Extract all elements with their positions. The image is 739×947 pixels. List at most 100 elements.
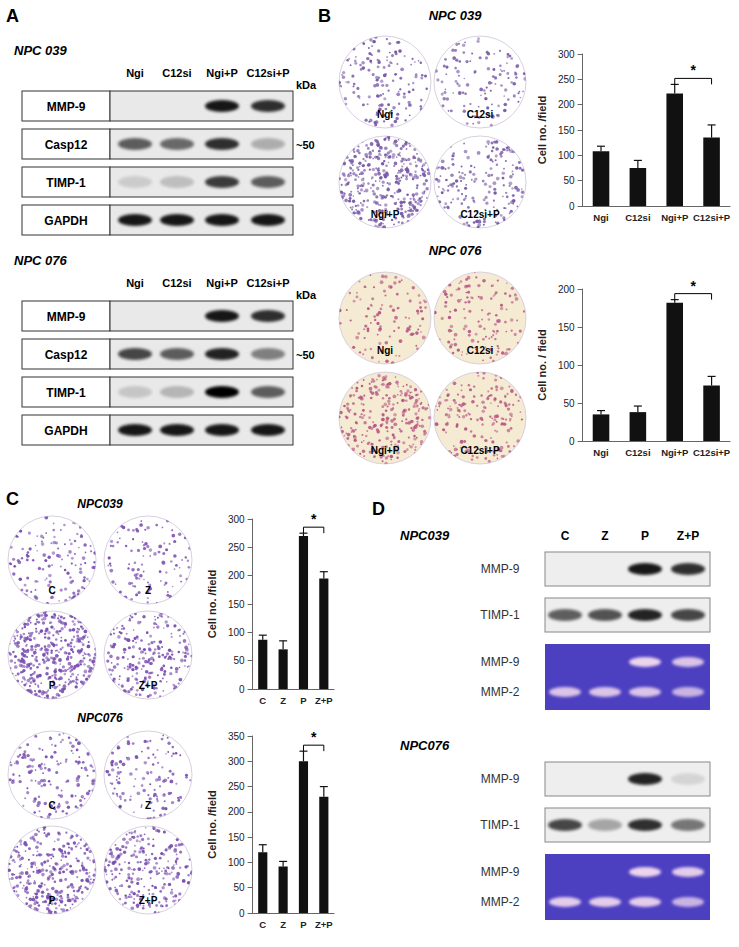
svg-text:C12si: C12si <box>625 212 650 223</box>
svg-text:150: 150 <box>228 832 245 843</box>
svg-text:C: C <box>561 529 570 543</box>
svg-text:250: 250 <box>228 542 245 553</box>
svg-text:Z: Z <box>145 800 151 811</box>
svg-text:Z: Z <box>601 529 608 543</box>
svg-text:TIMP-1: TIMP-1 <box>46 176 86 190</box>
svg-text:Cell no. / field: Cell no. / field <box>536 329 548 401</box>
svg-text:NPC 039: NPC 039 <box>14 43 68 58</box>
svg-text:P: P <box>641 529 649 543</box>
svg-text:Ngi+P: Ngi+P <box>371 209 400 220</box>
svg-text:Ngi: Ngi <box>593 212 608 223</box>
svg-text:100: 100 <box>228 627 245 638</box>
svg-text:C: C <box>259 919 266 930</box>
svg-text:Z+P: Z+P <box>139 680 158 691</box>
svg-text:C12si: C12si <box>162 67 191 79</box>
svg-text:C12si+P: C12si+P <box>693 212 731 223</box>
svg-text:NPC076: NPC076 <box>77 711 123 725</box>
svg-text:A: A <box>6 6 19 26</box>
svg-text:*: * <box>690 62 696 78</box>
svg-text:NPC 076: NPC 076 <box>429 243 483 258</box>
svg-text:150: 150 <box>558 125 575 136</box>
svg-text:D: D <box>372 499 385 519</box>
svg-text:GAPDH: GAPDH <box>44 214 87 228</box>
svg-text:C12si: C12si <box>625 447 650 458</box>
svg-text:0: 0 <box>569 201 575 212</box>
svg-text:200: 200 <box>558 99 575 110</box>
svg-text:200: 200 <box>228 806 245 817</box>
svg-text:P: P <box>300 919 307 930</box>
svg-text:*: * <box>311 511 317 527</box>
svg-text:Cell no. /field: Cell no. /field <box>206 790 218 858</box>
svg-text:MMP-9: MMP-9 <box>481 562 520 576</box>
svg-text:MMP-9: MMP-9 <box>47 310 86 324</box>
svg-text:50: 50 <box>563 398 575 409</box>
svg-text:TIMP-1: TIMP-1 <box>480 818 520 832</box>
svg-text:MMP-9: MMP-9 <box>481 655 520 669</box>
svg-text:250: 250 <box>558 74 575 85</box>
svg-text:C: C <box>48 800 55 811</box>
svg-text:*: * <box>311 729 317 745</box>
svg-text:MMP-2: MMP-2 <box>481 685 520 699</box>
svg-text:TIMP-1: TIMP-1 <box>480 608 520 622</box>
svg-text:Ngi: Ngi <box>377 345 393 356</box>
svg-text:Ngi+P: Ngi+P <box>206 277 237 289</box>
svg-text:350: 350 <box>228 731 245 742</box>
svg-text:Z: Z <box>145 585 151 596</box>
svg-text:C12si: C12si <box>162 277 191 289</box>
svg-text:*: * <box>690 278 696 294</box>
svg-text:MMP-9: MMP-9 <box>47 100 86 114</box>
svg-text:300: 300 <box>228 514 245 525</box>
svg-text:Z+P: Z+P <box>315 695 333 706</box>
svg-text:NPC076: NPC076 <box>400 738 450 753</box>
svg-text:C: C <box>6 489 19 509</box>
svg-text:NPC 076: NPC 076 <box>14 253 68 268</box>
svg-text:C12si+P: C12si+P <box>460 209 500 220</box>
svg-text:0: 0 <box>569 436 575 447</box>
svg-text:C12si: C12si <box>467 109 494 120</box>
svg-text:Ngi: Ngi <box>126 67 144 79</box>
svg-text:Z: Z <box>280 695 286 706</box>
svg-text:Ngi: Ngi <box>377 109 393 120</box>
svg-text:TIMP-1: TIMP-1 <box>46 386 86 400</box>
svg-text:Cell no. /field: Cell no. /field <box>536 96 548 164</box>
svg-text:50: 50 <box>233 655 245 666</box>
svg-text:C12si+P: C12si+P <box>246 277 289 289</box>
svg-text:Ngi: Ngi <box>593 447 608 458</box>
svg-text:Z+P: Z+P <box>139 895 158 906</box>
svg-text:Casp12: Casp12 <box>45 138 88 152</box>
svg-text:300: 300 <box>558 49 575 60</box>
svg-text:kDa: kDa <box>296 79 317 91</box>
svg-text:0: 0 <box>239 908 245 919</box>
svg-text:100: 100 <box>228 857 245 868</box>
svg-text:50: 50 <box>233 882 245 893</box>
svg-text:MMP-9: MMP-9 <box>481 865 520 879</box>
svg-text:P: P <box>49 680 56 691</box>
svg-text:Ngi+P: Ngi+P <box>371 445 400 456</box>
svg-text:Ngi+P: Ngi+P <box>661 447 689 458</box>
svg-text:200: 200 <box>228 570 245 581</box>
svg-text:Z+P: Z+P <box>315 919 333 930</box>
svg-text:Cell no. /field: Cell no. /field <box>206 570 218 638</box>
svg-text:250: 250 <box>228 781 245 792</box>
svg-text:kDa: kDa <box>296 289 317 301</box>
svg-text:200: 200 <box>558 284 575 295</box>
svg-text:Casp12: Casp12 <box>45 348 88 362</box>
svg-text:GAPDH: GAPDH <box>44 424 87 438</box>
svg-text:C: C <box>48 585 55 596</box>
svg-text:Z+P: Z+P <box>677 529 699 543</box>
svg-text:B: B <box>318 6 331 26</box>
svg-text:NPC039: NPC039 <box>400 528 450 543</box>
svg-text:Ngi: Ngi <box>126 277 144 289</box>
svg-text:C12si+P: C12si+P <box>693 447 731 458</box>
svg-text:NPC 039: NPC 039 <box>429 8 483 23</box>
svg-text:Ngi+P: Ngi+P <box>661 212 689 223</box>
svg-text:Ngi+P: Ngi+P <box>206 67 237 79</box>
svg-text:300: 300 <box>228 756 245 767</box>
svg-text:C12si: C12si <box>467 345 494 356</box>
svg-text:C12si+P: C12si+P <box>460 445 500 456</box>
svg-text:50: 50 <box>563 175 575 186</box>
svg-text:P: P <box>300 695 307 706</box>
svg-text:~50: ~50 <box>296 349 315 361</box>
svg-text:MMP-2: MMP-2 <box>481 895 520 909</box>
svg-text:NPC039: NPC039 <box>77 497 123 511</box>
